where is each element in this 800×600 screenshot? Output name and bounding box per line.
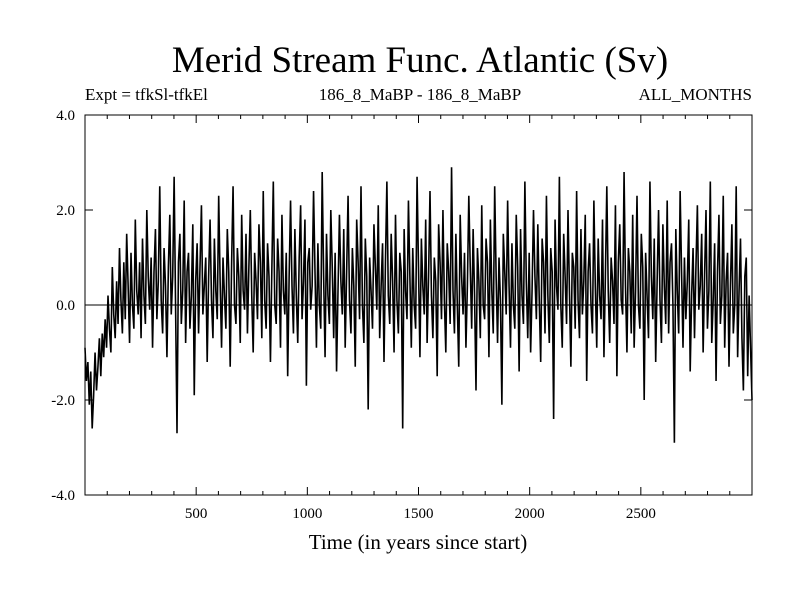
x-axis-label: Time (in years since start) <box>309 530 528 554</box>
x-tick-label: 1000 <box>292 506 322 522</box>
chart-subtitle-experiment: Expt = tfkSl-tfkEl <box>85 85 208 104</box>
y-tick-label: -4.0 <box>51 488 75 504</box>
x-tick-label: 500 <box>185 506 208 522</box>
y-tick-label: 2.0 <box>56 203 75 219</box>
chart-subtitle-months: ALL_MONTHS <box>639 85 752 104</box>
y-tick-label: 4.0 <box>56 108 75 124</box>
x-axis-ticks: 500 1000 1500 2000 2500 <box>106 115 731 522</box>
x-tick-label: 2500 <box>626 506 656 522</box>
x-tick-label: 1500 <box>404 506 434 522</box>
chart-subtitle-period: 186_8_MaBP - 186_8_MaBP <box>319 85 521 104</box>
series-line-msf <box>84 167 753 443</box>
plot-area-frame <box>84 114 753 496</box>
y-tick-label: 0.0 <box>56 298 75 314</box>
x-tick-label: 2000 <box>515 506 545 522</box>
chart-title: Merid Stream Func. Atlantic (Sv) <box>172 40 668 81</box>
y-axis-ticks: -4.0 -2.0 0.0 2.0 4.0 <box>51 108 752 504</box>
y-tick-label: -2.0 <box>51 393 75 409</box>
